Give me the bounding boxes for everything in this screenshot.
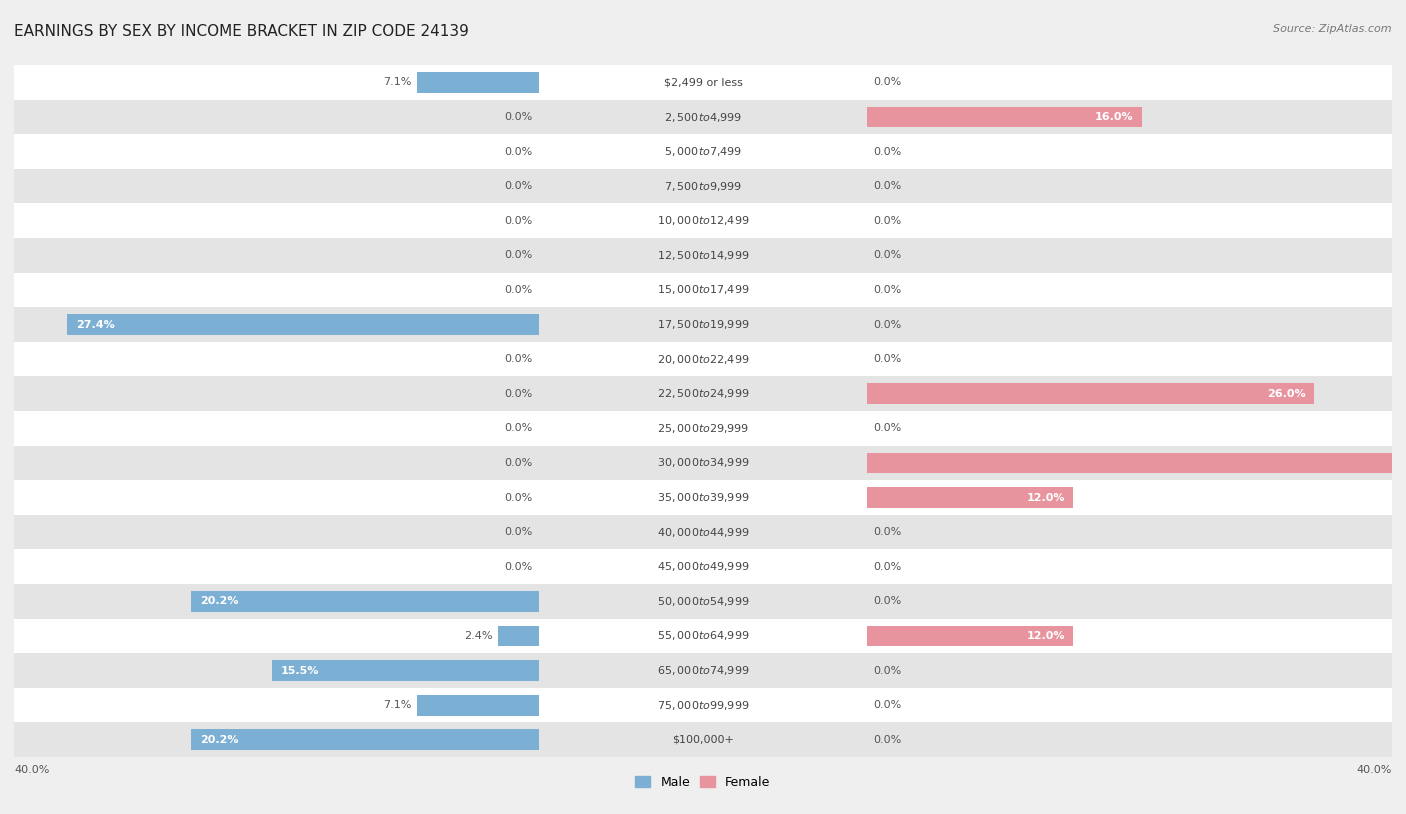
Bar [14, 65, 1392, 99]
Text: $75,000 to $99,999: $75,000 to $99,999 [657, 698, 749, 711]
Bar [14, 653, 1392, 688]
Text: 0.0%: 0.0% [873, 216, 901, 225]
Text: $22,500 to $24,999: $22,500 to $24,999 [657, 387, 749, 400]
Text: 0.0%: 0.0% [873, 735, 901, 745]
Bar [14, 307, 1392, 342]
Bar [14, 584, 1392, 619]
Text: 0.0%: 0.0% [505, 354, 533, 364]
Bar [14, 99, 1392, 134]
Bar [14, 514, 1392, 549]
Bar [14, 549, 1392, 584]
Text: 16.0%: 16.0% [1095, 112, 1133, 122]
Text: $15,000 to $17,499: $15,000 to $17,499 [657, 283, 749, 296]
Bar [14, 273, 1392, 307]
Text: $20,000 to $22,499: $20,000 to $22,499 [657, 352, 749, 365]
Text: 0.0%: 0.0% [505, 147, 533, 156]
Text: $100,000+: $100,000+ [672, 735, 734, 745]
Text: 0.0%: 0.0% [873, 182, 901, 191]
Text: 15.5%: 15.5% [281, 666, 319, 676]
Text: 7.1%: 7.1% [384, 700, 412, 710]
Text: 27.4%: 27.4% [76, 320, 115, 330]
Text: $55,000 to $64,999: $55,000 to $64,999 [657, 629, 749, 642]
Bar [418, 695, 540, 716]
Text: 12.0%: 12.0% [1026, 492, 1064, 502]
Text: $30,000 to $34,999: $30,000 to $34,999 [657, 457, 749, 470]
Bar [273, 660, 540, 681]
Bar [191, 591, 540, 612]
Text: 0.0%: 0.0% [873, 700, 901, 710]
Text: 0.0%: 0.0% [505, 389, 533, 399]
Text: 0.0%: 0.0% [873, 147, 901, 156]
Text: 0.0%: 0.0% [873, 527, 901, 537]
Text: 0.0%: 0.0% [873, 423, 901, 433]
Text: 0.0%: 0.0% [505, 285, 533, 295]
Text: Source: ZipAtlas.com: Source: ZipAtlas.com [1274, 24, 1392, 34]
Bar [67, 314, 540, 335]
Text: 26.0%: 26.0% [1267, 389, 1306, 399]
Text: 20.2%: 20.2% [200, 597, 239, 606]
Text: $17,500 to $19,999: $17,500 to $19,999 [657, 318, 749, 331]
Text: 0.0%: 0.0% [505, 112, 533, 122]
Text: $2,500 to $4,999: $2,500 to $4,999 [664, 111, 742, 124]
Text: $25,000 to $29,999: $25,000 to $29,999 [657, 422, 749, 435]
Text: $2,499 or less: $2,499 or less [664, 77, 742, 87]
Text: 0.0%: 0.0% [505, 423, 533, 433]
Text: 0.0%: 0.0% [873, 285, 901, 295]
Bar [14, 446, 1392, 480]
Bar [14, 134, 1392, 169]
Text: 0.0%: 0.0% [505, 562, 533, 571]
Text: 0.0%: 0.0% [873, 77, 901, 87]
Bar [866, 107, 1142, 127]
Text: $7,500 to $9,999: $7,500 to $9,999 [664, 180, 742, 193]
Bar [14, 342, 1392, 376]
Text: $35,000 to $39,999: $35,000 to $39,999 [657, 491, 749, 504]
Text: 0.0%: 0.0% [873, 320, 901, 330]
Text: 0.0%: 0.0% [505, 182, 533, 191]
Bar [14, 169, 1392, 204]
Text: 0.0%: 0.0% [873, 562, 901, 571]
Text: 12.0%: 12.0% [1026, 631, 1064, 641]
Text: 0.0%: 0.0% [873, 666, 901, 676]
Bar [14, 480, 1392, 515]
Bar [418, 72, 540, 93]
Text: $45,000 to $49,999: $45,000 to $49,999 [657, 560, 749, 573]
Text: 0.0%: 0.0% [505, 527, 533, 537]
Text: $5,000 to $7,499: $5,000 to $7,499 [664, 145, 742, 158]
Text: EARNINGS BY SEX BY INCOME BRACKET IN ZIP CODE 24139: EARNINGS BY SEX BY INCOME BRACKET IN ZIP… [14, 24, 470, 39]
Bar [866, 626, 1073, 646]
Bar [14, 204, 1392, 238]
Text: 0.0%: 0.0% [505, 251, 533, 260]
Legend: Male, Female: Male, Female [636, 776, 770, 789]
Text: $40,000 to $44,999: $40,000 to $44,999 [657, 526, 749, 539]
Bar [14, 376, 1392, 411]
Text: 40.0%: 40.0% [1357, 764, 1392, 775]
Text: 0.0%: 0.0% [505, 492, 533, 502]
Bar [191, 729, 540, 751]
Text: 0.0%: 0.0% [505, 216, 533, 225]
Text: 20.2%: 20.2% [200, 735, 239, 745]
Bar [866, 383, 1315, 405]
Text: $10,000 to $12,499: $10,000 to $12,499 [657, 214, 749, 227]
Bar [498, 626, 540, 646]
Text: 2.4%: 2.4% [464, 631, 494, 641]
Bar [14, 723, 1392, 757]
Text: 40.0%: 40.0% [14, 764, 49, 775]
Bar [866, 453, 1406, 473]
Text: $65,000 to $74,999: $65,000 to $74,999 [657, 664, 749, 677]
Bar [866, 487, 1073, 508]
Bar [14, 411, 1392, 446]
Text: 0.0%: 0.0% [873, 251, 901, 260]
Text: 0.0%: 0.0% [873, 597, 901, 606]
Bar [14, 688, 1392, 723]
Bar [14, 238, 1392, 273]
Text: $50,000 to $54,999: $50,000 to $54,999 [657, 595, 749, 608]
Bar [14, 619, 1392, 653]
Text: 0.0%: 0.0% [505, 458, 533, 468]
Text: $12,500 to $14,999: $12,500 to $14,999 [657, 249, 749, 262]
Text: 7.1%: 7.1% [384, 77, 412, 87]
Text: 0.0%: 0.0% [873, 354, 901, 364]
